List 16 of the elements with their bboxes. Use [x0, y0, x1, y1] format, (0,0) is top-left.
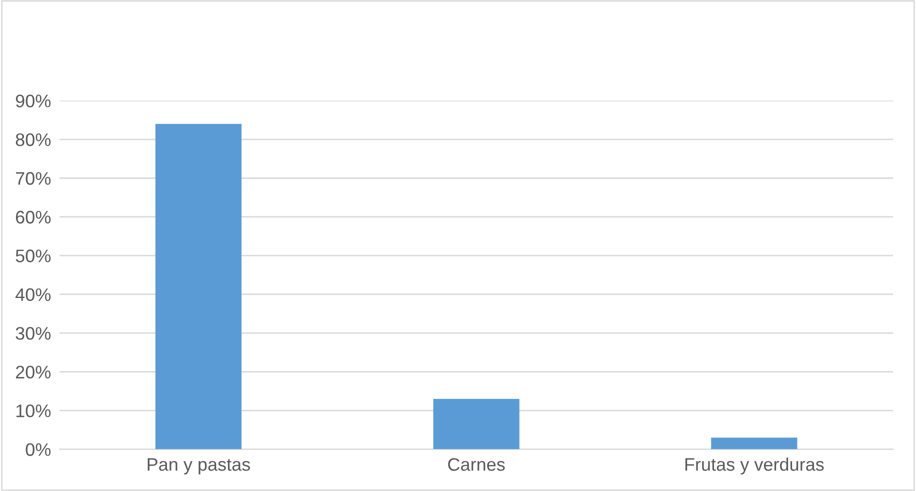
bar [155, 124, 242, 450]
y-tick-label: 70% [16, 172, 51, 185]
y-tick-label: 0% [26, 443, 51, 456]
y-tick-label: 60% [16, 210, 51, 224]
x-tick-label: Carnes [448, 458, 505, 471]
y-tick-label: 80% [16, 133, 51, 146]
y-tick-label: 20% [16, 366, 51, 379]
y-tick-label: 50% [16, 250, 51, 262]
y-tick-label: 30% [16, 326, 51, 340]
bar [711, 438, 798, 450]
y-tick-label: 10% [16, 404, 51, 418]
bar [433, 398, 520, 450]
y-tick-label: 90% [16, 94, 51, 108]
y-tick-label: 40% [15, 288, 51, 302]
x-tick-label: Pan y pastas [148, 458, 250, 474]
x-tick-label: Frutas y verduras [685, 458, 824, 474]
